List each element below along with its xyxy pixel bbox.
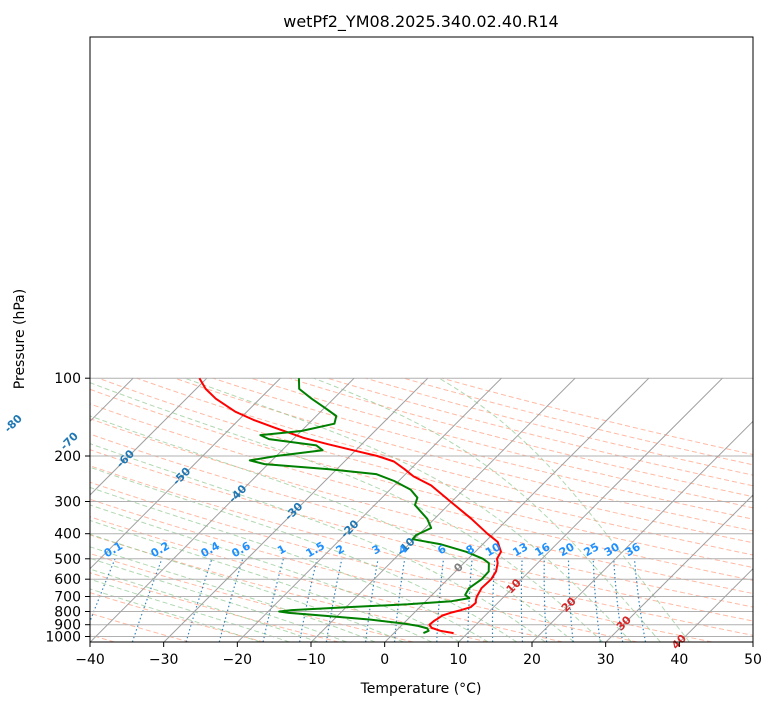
y-tick-label: 600: [54, 572, 81, 588]
dry-adiabat: [90, 418, 753, 595]
moist-adiabat: [90, 568, 319, 642]
isotherm-line: [384, 377, 650, 642]
dry-adiabat: [289, 377, 753, 498]
plot-frame: [89, 36, 754, 643]
isotherm-line: [90, 377, 281, 570]
isotherm-line: [679, 567, 753, 642]
y-tick-label: 100: [54, 371, 81, 387]
mixing-ratio-line: [543, 558, 548, 642]
x-tick-label: −40: [75, 652, 105, 668]
chart-title: wetPf2_YM08.2025.340.02.40.R14: [283, 12, 558, 32]
y-tick-label: 500: [54, 552, 81, 568]
dry-adiabat: [365, 377, 753, 476]
dry-adiabat: [90, 449, 753, 622]
y-tick-label: 700: [54, 590, 81, 606]
dry-adiabat: [90, 465, 753, 636]
x-axis-ticks: −40 −30 −20 −10 0 10 20 30 40 50: [75, 642, 762, 668]
dry-adiabat: [90, 516, 563, 642]
mixing-ratio-line: [90, 558, 116, 623]
moist-adiabat: [90, 415, 575, 642]
dry-adiabat: [90, 498, 638, 642]
dry-adiabat: [90, 481, 713, 642]
x-tick-label: −20: [223, 652, 253, 668]
dry-adiabat: [90, 388, 753, 569]
x-tick-label: −10: [296, 652, 326, 668]
isotherm-line: [458, 377, 723, 642]
y-tick-label: 800: [54, 605, 81, 621]
moist-adiabat: [90, 466, 518, 642]
x-tick-label: 20: [523, 652, 541, 668]
dry-adiabat: [327, 377, 753, 487]
dry-adiabat: [90, 403, 753, 581]
y-tick-label: 900: [54, 618, 81, 634]
mixing-ratio-line: [520, 558, 524, 642]
moist-adiabat: [90, 578, 290, 642]
dry-adiabat: [212, 377, 753, 520]
dry-adiabat: [98, 377, 753, 556]
isotherm-line: [605, 494, 753, 642]
y-tick-label: 200: [54, 449, 81, 465]
dry-adiabat: [90, 592, 264, 642]
moist-adiabat: [90, 519, 432, 642]
dewpoint-line: [248, 378, 490, 635]
x-tick-label: 10: [449, 652, 467, 668]
mixing-ratio-line: [185, 558, 213, 642]
moist-adiabat: [184, 377, 632, 642]
x-tick-label: 0: [380, 652, 389, 668]
background-lines: [90, 377, 753, 642]
isotherms: [90, 377, 753, 642]
moist-adiabat: [313, 377, 661, 642]
isotherm-line: [752, 641, 753, 642]
moist-adiabat: [90, 557, 347, 642]
moist-adiabat: [90, 504, 461, 642]
mixing-ratio-line: [218, 558, 244, 642]
x-axis-label: Temperature (°C): [360, 681, 482, 697]
isotherm-label: -80: [2, 412, 25, 435]
dry-adiabat: [90, 572, 339, 642]
isotherm-line: [163, 377, 429, 642]
moist-adiabat: [90, 533, 404, 642]
moist-adiabat: [438, 377, 690, 642]
dry-adiabat: [403, 377, 753, 466]
isotherm-line: [310, 377, 576, 642]
mixing-ratio-line: [467, 558, 473, 642]
temperature-line: [198, 377, 502, 635]
dry-adiabat: [441, 377, 753, 456]
y-axis-label: Pressure (hPa): [12, 289, 28, 389]
isotherm-line: [531, 420, 753, 642]
isotherm-line: [90, 377, 355, 642]
x-tick-label: −30: [149, 652, 179, 668]
plot-background: [90, 37, 753, 642]
y-tick-label: 300: [54, 495, 81, 511]
moist-adiabat: [90, 546, 376, 642]
x-tick-label: 40: [670, 652, 688, 668]
dry-adiabat: [174, 377, 753, 532]
moist-adiabat: [90, 443, 546, 642]
isotherm-line: [237, 377, 502, 642]
isotherm-line: [90, 377, 208, 496]
moist-adiabat: [90, 382, 604, 642]
y-tick-label: 400: [54, 527, 81, 543]
x-tick-label: 50: [744, 652, 762, 668]
pressure-gridlines: [90, 377, 753, 637]
dry-adiabat: [90, 553, 414, 642]
sounding-series: [198, 377, 502, 635]
mixing-ratio-line: [491, 558, 496, 642]
x-tick-label: 30: [597, 652, 615, 668]
y-tick-label: 1000: [45, 630, 81, 646]
